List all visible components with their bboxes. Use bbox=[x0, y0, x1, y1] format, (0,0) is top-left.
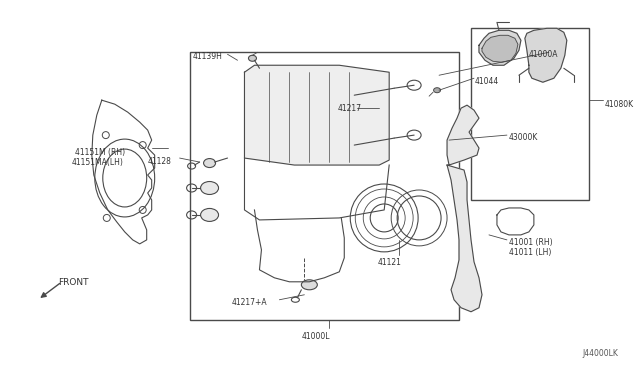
Text: 41128: 41128 bbox=[148, 157, 172, 166]
Text: J44000LK: J44000LK bbox=[583, 349, 619, 357]
Bar bbox=[189, 52, 459, 320]
Text: 41080K: 41080K bbox=[605, 100, 634, 109]
Ellipse shape bbox=[433, 88, 440, 93]
Polygon shape bbox=[479, 31, 521, 65]
Polygon shape bbox=[244, 65, 389, 165]
Ellipse shape bbox=[301, 280, 317, 290]
Polygon shape bbox=[447, 105, 479, 165]
Text: 41011 (LH): 41011 (LH) bbox=[509, 248, 551, 257]
Text: 41151M (RH): 41151M (RH) bbox=[75, 148, 125, 157]
Text: 43000K: 43000K bbox=[509, 133, 538, 142]
Text: 41044: 41044 bbox=[475, 77, 499, 86]
Text: 41000L: 41000L bbox=[301, 332, 330, 341]
Text: 41217: 41217 bbox=[337, 104, 362, 113]
Ellipse shape bbox=[200, 182, 218, 195]
Ellipse shape bbox=[248, 55, 257, 61]
Bar bbox=[471, 28, 589, 200]
Text: 41151MA(LH): 41151MA(LH) bbox=[72, 158, 124, 167]
Polygon shape bbox=[482, 35, 518, 62]
Text: 41000A: 41000A bbox=[529, 50, 558, 59]
Polygon shape bbox=[525, 28, 567, 82]
Text: 41121: 41121 bbox=[377, 258, 401, 267]
Ellipse shape bbox=[204, 158, 216, 167]
Polygon shape bbox=[447, 165, 482, 312]
Text: 41001 (RH): 41001 (RH) bbox=[509, 238, 552, 247]
Ellipse shape bbox=[200, 208, 218, 221]
Text: FRONT: FRONT bbox=[58, 278, 88, 287]
Text: 41139H: 41139H bbox=[193, 52, 223, 61]
Text: 41217+A: 41217+A bbox=[232, 298, 267, 307]
